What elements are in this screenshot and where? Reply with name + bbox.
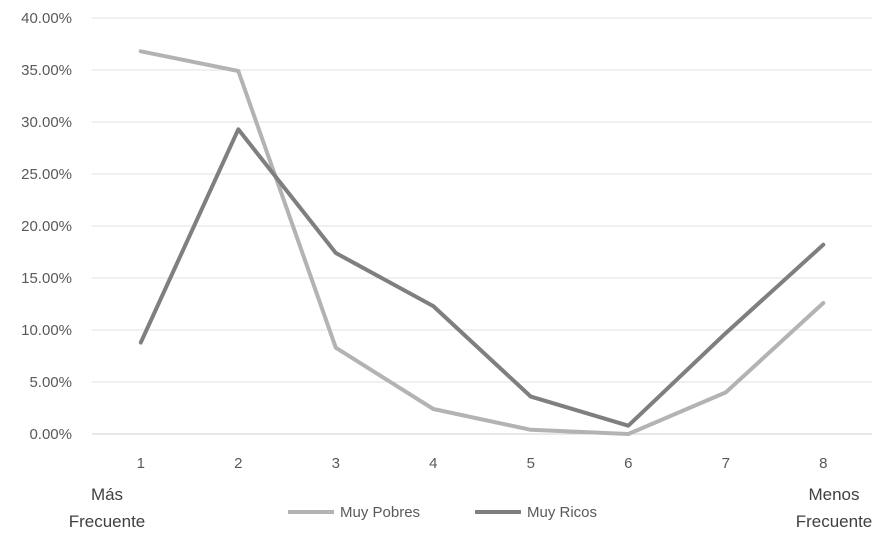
x-tick-label: 5 xyxy=(527,455,535,472)
series-layer xyxy=(138,49,826,436)
x-tick-label: 7 xyxy=(722,455,730,472)
y-axis-labels: 0.00% 5.00% 10.00% 15.00% 20.00% 25.00% 30.00%… xyxy=(21,10,72,443)
y-tick-label: 25.00% xyxy=(21,166,72,183)
gridlines xyxy=(92,17,872,435)
y-tick-label: 20.00% xyxy=(21,218,72,235)
legend-label-muy-pobres: Muy Pobres xyxy=(340,504,420,521)
y-tick-label: 40.00% xyxy=(21,10,72,27)
series-line-muy-pobres xyxy=(138,49,826,436)
x-end-label-right-line2: Frecuente xyxy=(796,512,873,531)
x-axis-labels: 1 2 3 4 5 6 7 8 xyxy=(137,455,828,472)
y-tick-label: 0.00% xyxy=(29,426,72,443)
y-tick-label: 5.00% xyxy=(29,374,72,391)
x-end-label-left-line2: Frecuente xyxy=(69,512,146,531)
series-line-muy-ricos xyxy=(138,127,826,428)
x-end-label-right-line1: Menos xyxy=(808,485,859,504)
x-tick-label: 4 xyxy=(429,455,437,472)
x-tick-label: 1 xyxy=(137,455,145,472)
legend-label-muy-ricos: Muy Ricos xyxy=(527,504,597,521)
y-tick-label: 35.00% xyxy=(21,62,72,79)
y-tick-label: 10.00% xyxy=(21,322,72,339)
x-tick-label: 2 xyxy=(234,455,242,472)
x-tick-label: 3 xyxy=(332,455,340,472)
y-tick-label: 30.00% xyxy=(21,114,72,131)
x-tick-label: 6 xyxy=(624,455,632,472)
y-tick-label: 15.00% xyxy=(21,270,72,287)
x-tick-label: 8 xyxy=(819,455,827,472)
x-end-label-left-line1: Más xyxy=(91,485,123,504)
legend: Muy Pobres Muy Ricos xyxy=(288,504,597,521)
